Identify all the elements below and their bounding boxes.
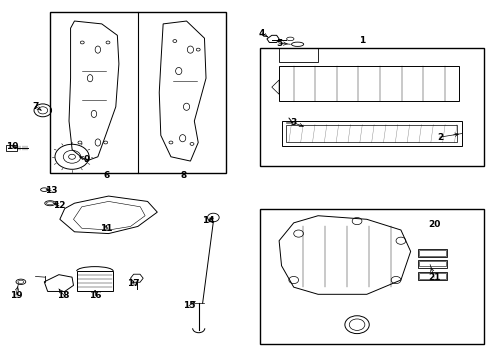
Text: 5: 5: [276, 39, 282, 48]
Bar: [6, 145, 17, 151]
Text: 2: 2: [437, 132, 443, 141]
Bar: [419, 250, 446, 256]
Bar: [419, 261, 446, 266]
Text: 16: 16: [89, 291, 101, 300]
Bar: [50, 12, 225, 173]
Text: 6: 6: [103, 171, 109, 180]
Bar: [287, 125, 457, 143]
Text: 4: 4: [259, 29, 265, 38]
Bar: [419, 273, 446, 279]
Bar: [279, 48, 318, 62]
Text: 9: 9: [83, 155, 90, 164]
Bar: [418, 249, 447, 257]
Text: 18: 18: [57, 291, 70, 300]
Bar: [282, 121, 462, 146]
Text: 14: 14: [202, 216, 215, 225]
Bar: [418, 272, 447, 280]
Text: 7: 7: [32, 102, 39, 111]
Bar: [279, 66, 460, 102]
Text: 3: 3: [291, 118, 297, 127]
Text: 15: 15: [183, 301, 195, 310]
Text: 17: 17: [126, 279, 139, 288]
Text: 21: 21: [428, 273, 441, 282]
Bar: [260, 48, 484, 166]
Bar: [418, 260, 447, 267]
Text: 8: 8: [181, 171, 187, 180]
Text: 11: 11: [100, 224, 112, 233]
Text: 13: 13: [45, 186, 57, 195]
Text: 1: 1: [359, 36, 365, 45]
Bar: [260, 208, 484, 344]
Text: 12: 12: [52, 201, 65, 210]
Bar: [77, 271, 114, 291]
Text: 20: 20: [428, 220, 440, 229]
Text: 10: 10: [6, 141, 18, 150]
Text: 19: 19: [10, 291, 23, 300]
